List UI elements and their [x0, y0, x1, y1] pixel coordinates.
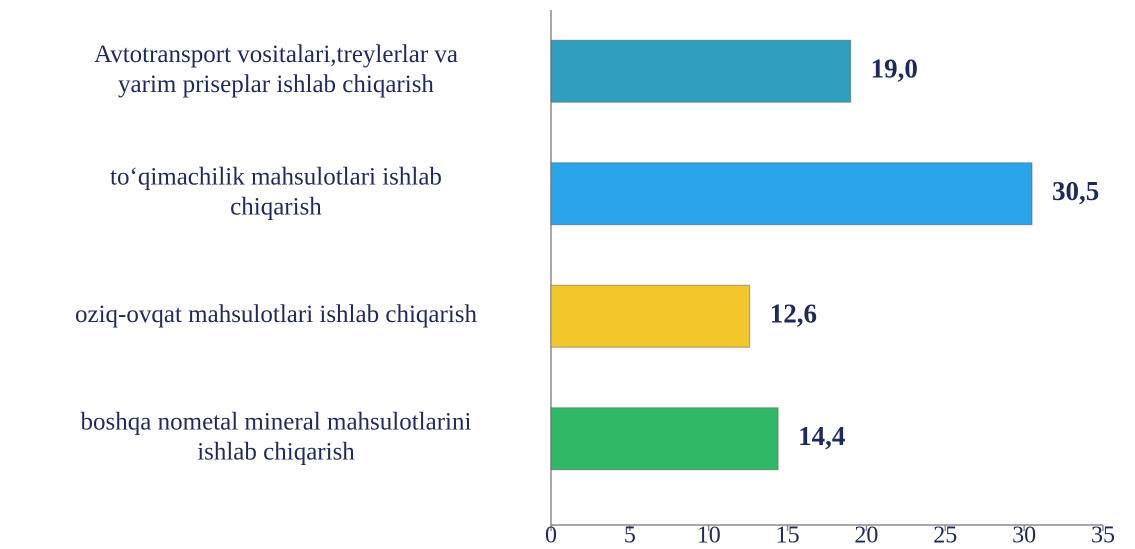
- category-label: chiqarish: [230, 193, 322, 220]
- category-label: yarim priseplar ishlab chiqarish: [118, 71, 434, 98]
- value-label: 19,0: [871, 53, 918, 83]
- x-tick-label: 15: [776, 523, 800, 549]
- category-label: ishlab chiqarish: [197, 438, 355, 465]
- category-label: to‘qimachilik mahsulotlari ishlab: [110, 163, 442, 190]
- x-tick-label: 5: [624, 523, 636, 549]
- x-tick-label: 10: [697, 523, 721, 549]
- bar: [550, 39, 852, 103]
- x-tick-label: 20: [854, 523, 878, 549]
- category-label: boshqa nometal mineral mahsulotlarini: [81, 408, 472, 435]
- x-tick-label: 35: [1091, 523, 1115, 549]
- category-label: Avtotransport vositalari,treylerlar va: [94, 41, 458, 68]
- x-tick-label: 25: [933, 523, 957, 549]
- bar: [550, 407, 779, 471]
- bar: [550, 284, 751, 348]
- value-label: 30,5: [1052, 176, 1099, 206]
- x-tick-label: 0: [545, 523, 557, 549]
- value-label: 12,6: [770, 298, 817, 328]
- value-label: 14,4: [798, 421, 845, 451]
- bar: [550, 162, 1033, 226]
- category-label: oziq-ovqat mahsulotlari ishlab chiqarish: [75, 301, 477, 328]
- x-tick-label: 30: [1012, 523, 1036, 549]
